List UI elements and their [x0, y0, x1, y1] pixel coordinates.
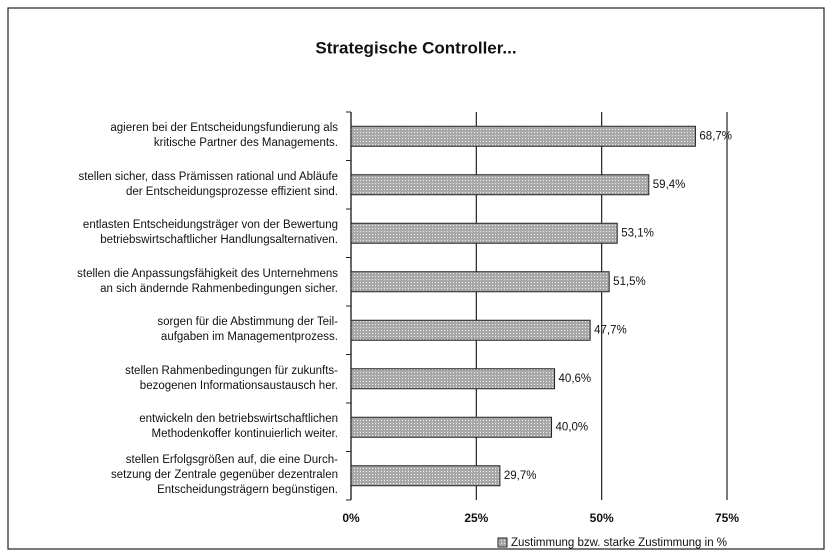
category-label-box: stellen die Anpassungsfähigkeit des Unte…	[77, 267, 338, 295]
bar	[350, 125, 696, 147]
bar	[350, 319, 591, 341]
value-label: 29,7%	[504, 470, 537, 482]
value-label: 51,5%	[613, 276, 646, 288]
bar	[350, 271, 610, 293]
bar	[350, 222, 618, 244]
x-tick-label: 0%	[342, 511, 360, 525]
category-label: stellen die Anpassungsfähigkeit des Unte…	[77, 267, 338, 295]
chart-title: Strategische Controller...	[315, 38, 516, 57]
bar	[350, 416, 553, 438]
category-label-box: entlasten Entscheidungsträger von der Be…	[82, 219, 338, 247]
category-label: entwickeln den betriebswirtschaftlichen …	[139, 413, 338, 441]
bar	[350, 368, 556, 390]
x-tick-label: 50%	[590, 511, 614, 525]
category-label-box: agieren bei der Entscheidungsfundierung …	[110, 122, 338, 150]
bar	[350, 174, 650, 196]
category-label-box: stellen Rahmenbedingungen für zukunfts- …	[125, 364, 338, 392]
frame	[7, 7, 825, 550]
value-label: 47,7%	[594, 324, 627, 336]
x-tick-label: 75%	[715, 511, 739, 525]
value-label: 53,1%	[621, 227, 654, 239]
value-label: 40,6%	[559, 373, 592, 385]
category-label: stellen Rahmenbedingungen für zukunfts- …	[125, 364, 338, 392]
category-label-box: stellen Erfolgsgrößen auf, die eine Durc…	[111, 454, 338, 497]
category-label-box: entwickeln den betriebswirtschaftlichen …	[139, 413, 338, 441]
category-label-box: sorgen für die Abstimmung der Teil- aufg…	[157, 316, 338, 344]
bar	[350, 465, 501, 487]
value-label: 59,4%	[653, 179, 686, 191]
value-label: 40,0%	[556, 421, 589, 433]
category-label: entlasten Entscheidungsträger von der Be…	[82, 219, 338, 247]
legend-swatch	[497, 537, 508, 548]
value-label: 68,7%	[699, 130, 732, 142]
x-tick-label: 25%	[464, 511, 488, 525]
category-label: stellen sicher, dass Prämissen rational …	[78, 170, 338, 198]
category-label: agieren bei der Entscheidungsfundierung …	[110, 122, 338, 150]
category-label-box: stellen sicher, dass Prämissen rational …	[78, 170, 338, 198]
category-label: stellen Erfolgsgrößen auf, die eine Durc…	[111, 454, 338, 497]
legend-label: Zustimmung bzw. starke Zustimmung in %	[511, 537, 727, 549]
category-label: sorgen für die Abstimmung der Teil- aufg…	[157, 316, 338, 344]
